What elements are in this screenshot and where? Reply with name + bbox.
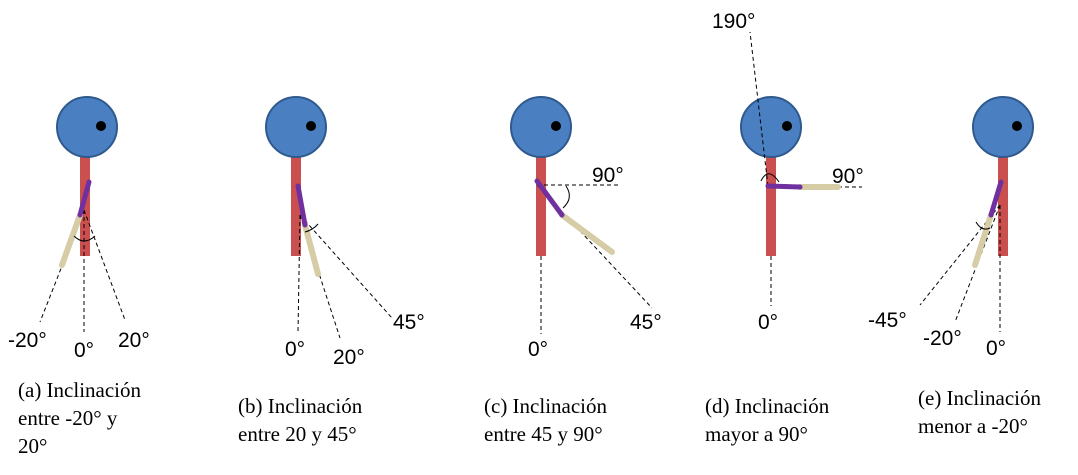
head (511, 97, 571, 157)
eye (96, 121, 106, 131)
caption: (a) Inclinación (18, 378, 142, 402)
caption: (d) Inclinación (705, 394, 830, 418)
angle-label: -45° (868, 309, 907, 332)
caption: mayor a 90° (705, 422, 808, 446)
panel-c: 90° 45° 0° (c) Inclinación entre 45 y 90… (484, 97, 662, 446)
angle-label: 45° (393, 311, 425, 334)
panel-a: -20° 0° 20° (a) Inclinación entre -20° y… (8, 97, 150, 458)
angle-label: 0° (758, 311, 778, 334)
lower-segment (975, 215, 991, 265)
angle-label: 45° (630, 311, 662, 334)
torso (536, 156, 546, 256)
angle-arc (563, 186, 569, 208)
angle-label: 0° (285, 338, 305, 361)
panel-d: 190° 90° 0° (d) Inclinación mayor a 90° (705, 10, 864, 446)
panel-b: 0° 20° 45° (b) Inclinación entre 20 y 45… (238, 97, 425, 446)
head (57, 97, 117, 157)
lower-segment (62, 215, 80, 265)
caption: entre 45 y 90° (484, 422, 603, 446)
guide-line (84, 210, 125, 320)
angle-label: 0° (528, 338, 548, 361)
caption: (b) Inclinación (238, 394, 363, 418)
caption: entre -20° y (18, 406, 118, 430)
angle-label: 190° (712, 10, 755, 33)
head (741, 97, 801, 157)
eye (551, 121, 561, 131)
torso (766, 156, 776, 256)
angle-label: -20° (8, 329, 47, 352)
head (973, 97, 1033, 157)
eye (1012, 121, 1022, 131)
angle-label: 20° (333, 346, 365, 369)
caption: (e) Inclinación (918, 386, 1042, 410)
angle-label: 20° (118, 329, 150, 352)
angle-label: -20° (923, 327, 962, 350)
caption: (c) Inclinación (484, 394, 608, 418)
diagram: -20° 0° 20° (a) Inclinación entre -20° y… (0, 0, 1078, 475)
caption: entre 20 y 45° (238, 422, 357, 446)
eye (782, 121, 792, 131)
panel-e: -45° -20° 0° (e) Inclinación menor a -20… (868, 97, 1042, 438)
angle-label: 0° (986, 337, 1006, 360)
upper-segment (768, 186, 800, 187)
angle-label: 90° (592, 164, 624, 187)
angle-label: 90° (832, 165, 864, 188)
eye (306, 121, 316, 131)
lower-segment (562, 215, 612, 252)
caption: 20° (18, 434, 47, 458)
head (266, 97, 326, 157)
caption: menor a -20° (918, 414, 1028, 438)
angle-label: 0° (74, 339, 94, 362)
